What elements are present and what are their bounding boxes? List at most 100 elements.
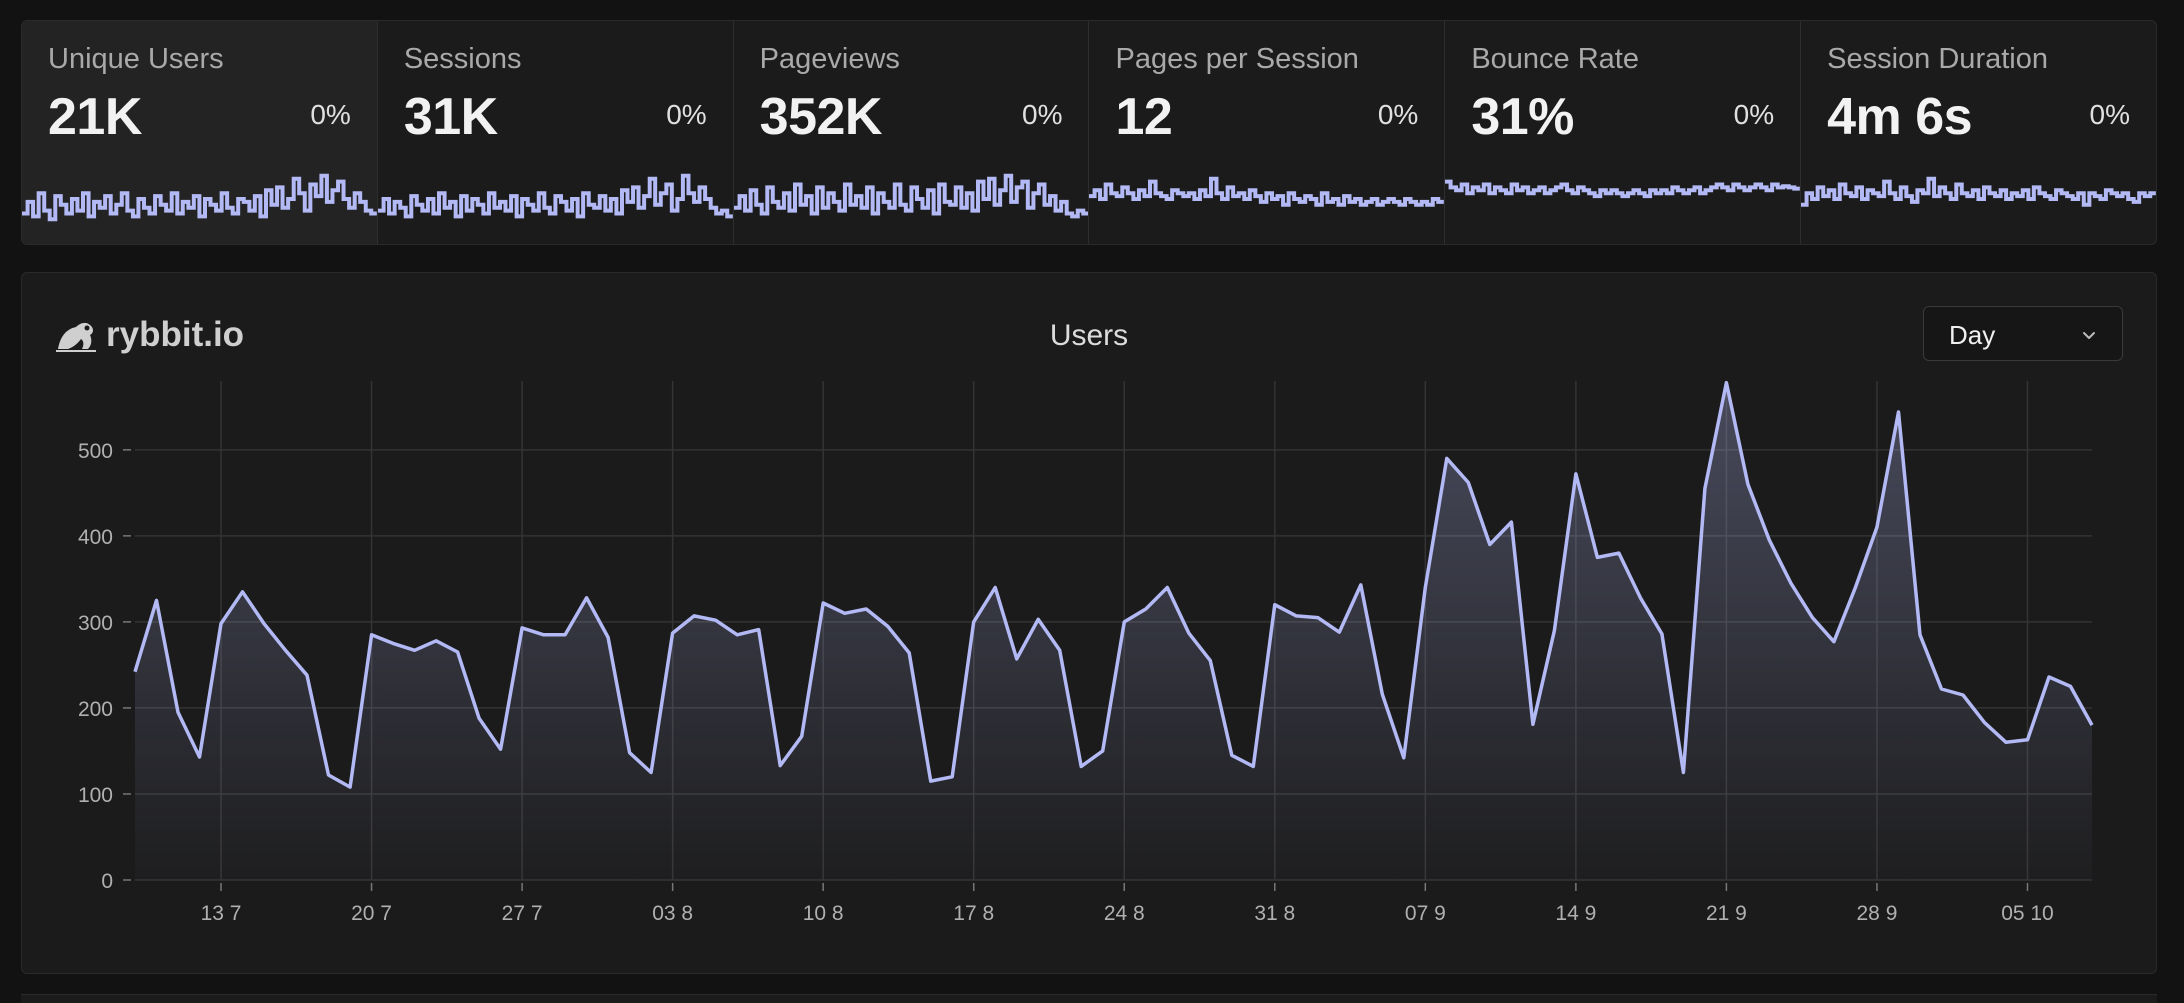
- data-point: [498, 746, 504, 752]
- data-point: [863, 606, 869, 612]
- data-point: [1616, 550, 1622, 556]
- stat-label: Session Duration: [1827, 43, 2048, 75]
- data-point: [1680, 769, 1686, 775]
- data-point: [519, 625, 525, 631]
- stat-card-pageviews[interactable]: Pageviews 352K 0%: [733, 21, 1090, 244]
- data-point: [1960, 692, 1966, 698]
- data-point: [713, 617, 719, 623]
- data-point: [1272, 602, 1278, 608]
- chart-title: Users: [1049, 319, 1129, 352]
- data-point: [261, 621, 267, 627]
- data-point: [1422, 584, 1428, 590]
- data-point: [1766, 537, 1772, 543]
- data-point: [1637, 595, 1643, 601]
- sparkline-series: [1445, 179, 1801, 199]
- data-point: [1788, 580, 1794, 586]
- stat-label: Pages per Session: [1115, 43, 1359, 75]
- data-point: [2003, 739, 2009, 745]
- data-point: [1465, 480, 1471, 486]
- data-point: [799, 733, 805, 739]
- data-point: [1938, 686, 1944, 692]
- data-point: [1659, 631, 1665, 637]
- sparkline: [377, 173, 733, 219]
- data-point: [412, 647, 418, 653]
- data-point: [433, 638, 439, 644]
- stat-label: Sessions: [403, 43, 522, 75]
- data-point: [154, 597, 160, 603]
- data-point: [1358, 582, 1364, 588]
- data-point: [1401, 755, 1407, 761]
- sparkline: [1445, 179, 1801, 199]
- x-tick-label: 13 7: [201, 902, 242, 925]
- sparkline-series: [22, 173, 377, 222]
- data-point: [1874, 524, 1880, 530]
- data-point: [1551, 628, 1557, 634]
- stat-value: 4m 6s: [1827, 88, 1973, 146]
- data-point: [1186, 630, 1192, 636]
- chevron-down-icon: [2083, 332, 2095, 339]
- stat-card-sessions[interactable]: Sessions 31K 0%: [377, 21, 734, 244]
- data-point: [1164, 584, 1170, 590]
- y-tick-label: 400: [78, 526, 113, 549]
- data-point: [1035, 616, 1041, 622]
- data-point: [1207, 658, 1213, 664]
- data-point: [1250, 763, 1256, 769]
- data-point: [1100, 748, 1106, 754]
- period-select[interactable]: Day: [1923, 306, 2123, 361]
- stat-change: 0%: [2089, 99, 2130, 130]
- data-point: [691, 613, 697, 619]
- stat-card-session-duration[interactable]: Session Duration 4m 6s 0%: [1801, 21, 2156, 244]
- stat-change: 0%: [1733, 99, 1775, 130]
- data-point: [304, 672, 310, 678]
- data-point: [455, 649, 461, 655]
- stat-card-pages-per-session[interactable]: Pages per Session 12 0%: [1089, 21, 1446, 244]
- data-point: [326, 772, 332, 778]
- stat-label: Bounce Rate: [1471, 43, 1639, 75]
- stat-change: 0%: [1377, 99, 1419, 130]
- data-point: [1336, 629, 1342, 635]
- users-line: [133, 380, 2094, 789]
- stat-value: 352K: [759, 88, 883, 146]
- y-tick-label: 200: [78, 698, 113, 721]
- sparkline: [733, 173, 1089, 219]
- period-select-value: Day: [1949, 320, 1996, 350]
- users-chart: 0 100 200 300 400 500 13 7 20 7 27 7 03 8 10 8 17 8…: [78, 380, 2094, 925]
- data-point: [1895, 409, 1901, 415]
- y-tick-label: 500: [78, 440, 113, 463]
- data-point: [605, 634, 611, 640]
- data-point: [1508, 519, 1514, 525]
- data-point: [906, 650, 912, 656]
- brand-logo[interactable]: rybbit.io: [54, 315, 244, 355]
- data-point: [541, 632, 547, 638]
- stat-value: 12: [1115, 88, 1173, 146]
- data-point: [627, 750, 633, 756]
- stat-label: Unique Users: [48, 43, 224, 75]
- data-point: [885, 623, 891, 629]
- users-area: [135, 382, 2092, 880]
- data-point: [1723, 380, 1729, 386]
- stat-value: 31K: [403, 88, 498, 146]
- x-tick-label: 24 8: [1104, 902, 1145, 925]
- data-point: [1014, 656, 1020, 662]
- data-point: [648, 769, 654, 775]
- sparkline: [1801, 176, 2156, 207]
- stat-value: 21K: [48, 88, 142, 146]
- x-tick-label: 17 8: [953, 902, 994, 925]
- x-tick-label: 28 9: [1857, 902, 1898, 925]
- data-point: [369, 632, 375, 638]
- data-point: [1229, 752, 1235, 758]
- data-point: [584, 595, 590, 601]
- stat-card-unique-users[interactable]: Unique Users 21K 0%: [22, 21, 378, 244]
- next-card-edge: [21, 994, 2157, 1003]
- data-point: [992, 584, 998, 590]
- data-point: [1444, 455, 1450, 461]
- x-tick-label: 20 7: [351, 902, 392, 925]
- data-point: [390, 640, 396, 646]
- data-point: [2024, 737, 2030, 743]
- data-point: [734, 632, 740, 638]
- stat-card-bounce-rate[interactable]: Bounce Rate 31% 0%: [1445, 21, 1802, 244]
- data-point: [1852, 584, 1858, 590]
- data-point: [1057, 647, 1063, 653]
- frog-logo-icon: [56, 322, 96, 352]
- stats-bar: Unique Users 21K 0% Sessions 31K 0% Pageviews 3…: [21, 20, 2157, 245]
